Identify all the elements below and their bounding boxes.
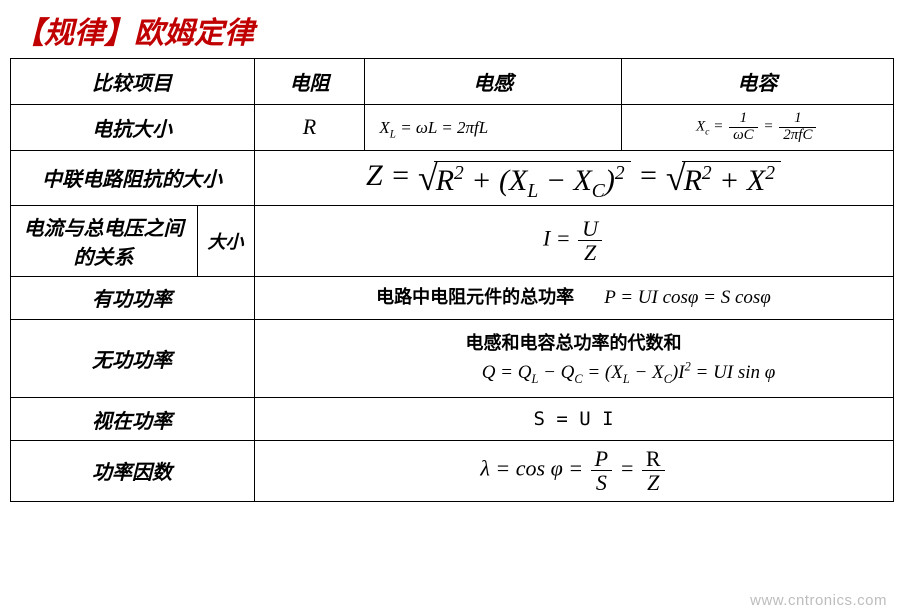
row-reactive-power: 无功功率 电感和电容总功率的代数和 Q = QL − QC = (XL − XC… — [10, 319, 893, 397]
apparent-cell: S = U I — [254, 397, 893, 440]
header-resistor: 电阻 — [254, 59, 365, 105]
reactance-xl: XL = ωL = 2πfL — [365, 105, 622, 151]
reactance-r: R — [254, 105, 365, 151]
current-label: 电流与总电压之间 的关系 — [10, 205, 197, 276]
watermark: www.cntronics.com — [750, 592, 887, 609]
header-capacitor: 电容 — [621, 59, 893, 105]
row-active-power: 有功功率 电路中电阻元件的总功率 P = UI cosφ = S cosφ — [10, 276, 893, 319]
impedance-formula: Z = √ R2 + (XL − XC)2 = √ R2 + X2 — [254, 150, 893, 205]
reactance-xc: Xc = 1ωC = 12πfC — [621, 105, 893, 151]
header-compare: 比较项目 — [10, 59, 254, 105]
row-power-factor: 功率因数 λ = cos φ = PS = RZ — [10, 441, 893, 501]
table-header-row: 比较项目 电阻 电感 电容 — [10, 59, 893, 105]
reactive-desc: 电感和电容总功率的代数和 — [466, 333, 682, 353]
page-title: 【规律】欧姆定律 — [14, 8, 895, 52]
active-cell: 电路中电阻元件的总功率 P = UI cosφ = S cosφ — [254, 276, 893, 319]
current-formula: I = UZ — [254, 205, 893, 276]
reactance-label: 电抗大小 — [10, 105, 254, 151]
current-sublabel: 大小 — [197, 205, 254, 276]
active-label: 有功功率 — [10, 276, 254, 319]
ohm-law-table: 比较项目 电阻 电感 电容 电抗大小 R XL = ωL = 2πfL Xc =… — [10, 58, 894, 502]
pf-formula: λ = cos φ = PS = RZ — [254, 441, 893, 501]
apparent-label: 视在功率 — [10, 397, 254, 440]
row-apparent-power: 视在功率 S = U I — [10, 397, 893, 440]
reactive-formula: Q = QL − QC = (XL − XC)I2 = UI sin φ — [482, 358, 776, 388]
pf-label: 功率因数 — [10, 441, 254, 501]
active-formula: P = UI cosφ = S cosφ — [604, 283, 771, 313]
row-current: 电流与总电压之间 的关系 大小 I = UZ — [10, 205, 893, 276]
impedance-label: 中联电路阻抗的大小 — [10, 150, 254, 205]
row-impedance: 中联电路阻抗的大小 Z = √ R2 + (XL − XC)2 = √ R2 +… — [10, 150, 893, 205]
reactive-label: 无功功率 — [10, 319, 254, 397]
active-desc: 电路中电阻元件的总功率 — [376, 287, 574, 307]
apparent-formula: S = U I — [533, 404, 613, 434]
row-reactance: 电抗大小 R XL = ωL = 2πfL Xc = 1ωC = 12πfC — [10, 105, 893, 151]
header-inductor: 电感 — [365, 59, 622, 105]
reactive-cell: 电感和电容总功率的代数和 Q = QL − QC = (XL − XC)I2 =… — [254, 319, 893, 397]
